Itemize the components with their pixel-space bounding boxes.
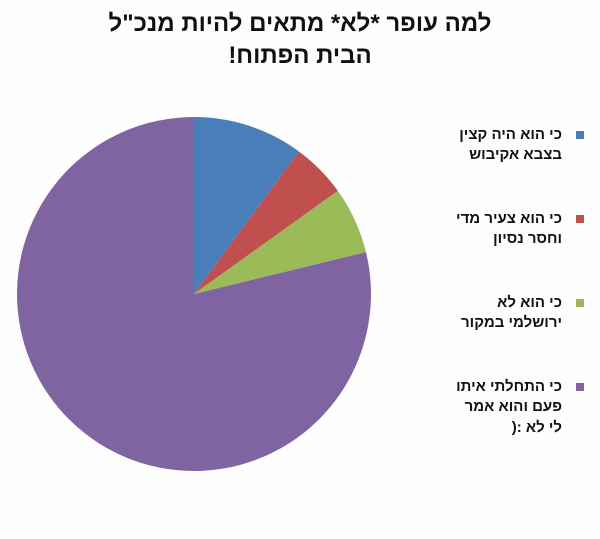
legend-item-3[interactable]: כי התחלתי איתו פעם והוא אמר לי לא :(: [386, 377, 592, 438]
page-title: למה עופר *לא* מתאים להיות מנכ"ל הבית הפת…: [0, 8, 600, 71]
legend-label-0-line-2: בצבא אקיבוש: [469, 146, 562, 164]
legend-label-1-line-1: כי הוא צעיר מדי: [456, 210, 562, 227]
legend-label-2-line-2: ירושלמי במקור: [461, 314, 562, 332]
legend-label-3-line-2: פעם והוא אמר: [464, 398, 562, 416]
legend-swatch-purple: [576, 383, 584, 391]
pie-slice-0[interactable]: [194, 117, 299, 294]
legend-label-1: כי הוא צעיר מדי וחסר נסיון: [386, 209, 562, 250]
legend-label-2: כי הוא לא ירושלמי במקור: [386, 293, 562, 334]
legend-label-0-line-1: כי הוא היה קצין: [459, 126, 562, 143]
pie-slice-1[interactable]: [194, 151, 338, 294]
legend-label-3-line-3: לי לא :(: [511, 418, 562, 436]
legend-swatch-blue: [576, 131, 584, 139]
pie-slice-group: [17, 117, 372, 471]
legend-label-1-line-2: וחסר נסיון: [493, 230, 562, 248]
legend-item-2[interactable]: כי הוא לא ירושלמי במקור: [386, 293, 592, 334]
page-title-line-1: למה עופר *לא* מתאים להיות מנכ"ל: [108, 10, 492, 37]
legend-label-2-line-1: כי הוא לא: [497, 294, 562, 311]
legend-label-3-line-1: כי התחלתי איתו: [456, 378, 562, 395]
page-title-line-2: הבית הפתוח!: [228, 41, 372, 69]
legend-item-0[interactable]: כי הוא היה קצין בצבא אקיבוש: [386, 125, 592, 166]
pie-slice-3[interactable]: [17, 117, 372, 471]
legend-label-0: כי הוא היה קצין בצבא אקיבוש: [386, 125, 562, 166]
legend-swatch-red: [576, 215, 584, 223]
legend-item-1[interactable]: כי הוא צעיר מדי וחסר נסיון: [386, 209, 592, 250]
pie-chart-svg: [17, 117, 372, 471]
pie-slice-2[interactable]: [194, 190, 366, 294]
legend-swatch-green: [576, 299, 584, 307]
legend-label-3: כי התחלתי איתו פעם והוא אמר לי לא :(: [386, 377, 562, 438]
pie-chart: [17, 115, 373, 473]
